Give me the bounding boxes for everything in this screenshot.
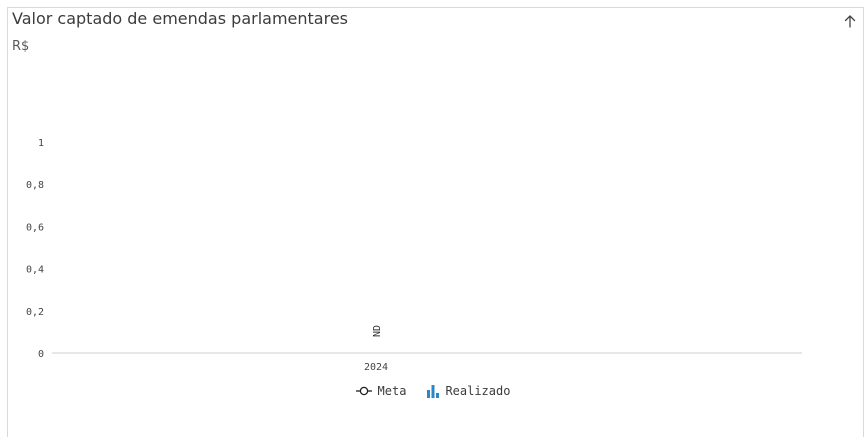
bar-chart-icon — [427, 385, 440, 398]
arrow-up-icon[interactable] — [841, 12, 859, 30]
chart-title: Valor captado de emendas parlamentares — [12, 9, 348, 28]
legend-label-meta: Meta — [377, 384, 407, 398]
legend-label-realizado: Realizado — [445, 384, 511, 398]
chart-card — [7, 7, 864, 437]
legend-item-meta[interactable]: Meta — [355, 384, 407, 398]
unit-label: R$ — [12, 39, 30, 54]
legend-item-realizado[interactable]: Realizado — [426, 384, 510, 398]
line-marker-icon — [355, 386, 372, 396]
chart-legend: Meta Realizado — [0, 384, 865, 398]
